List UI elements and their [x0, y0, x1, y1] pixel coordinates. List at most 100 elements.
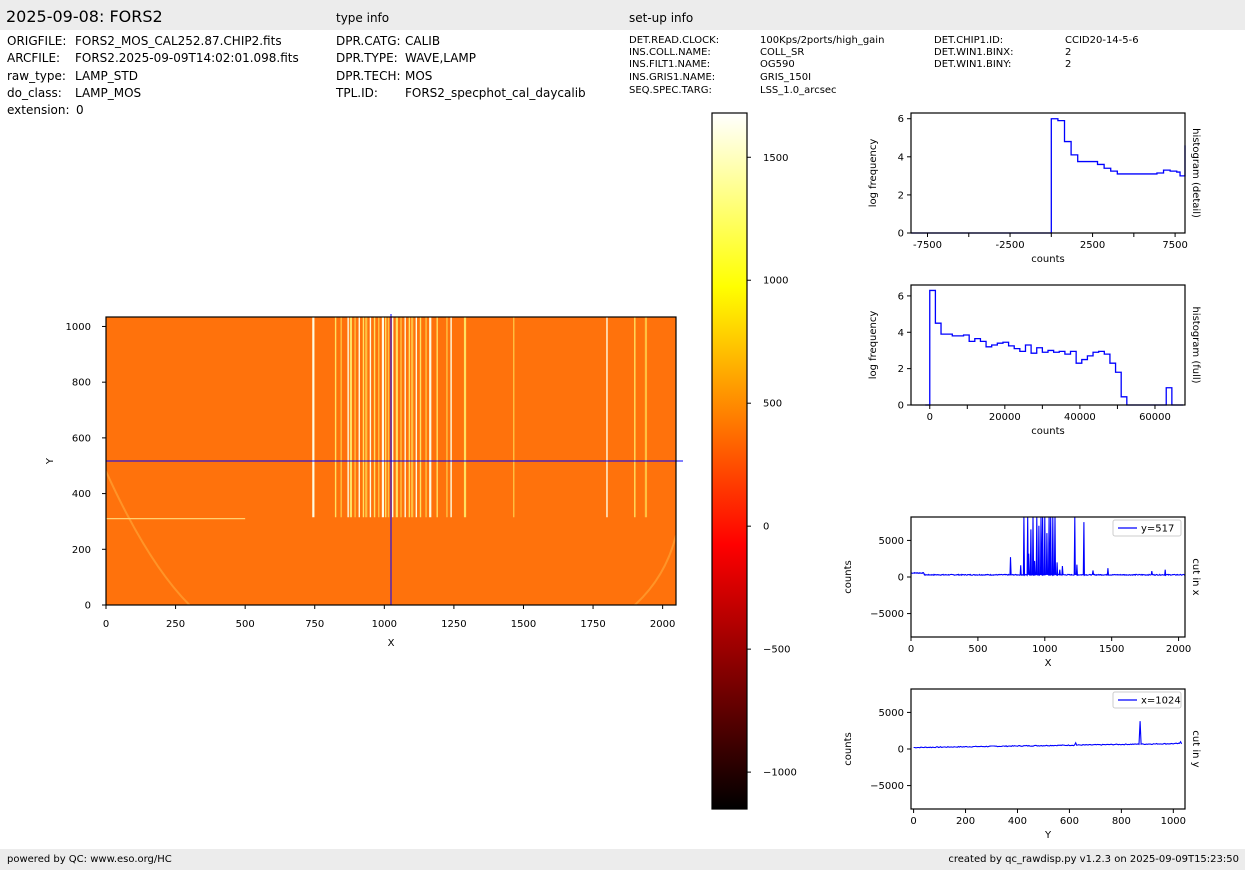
raw-type-key: raw_type: [7, 69, 66, 83]
colorbar-tick-label: 1000 [763, 276, 788, 287]
cut-y-legend-box [1112, 691, 1182, 709]
det-read-clock-value: 100Kps/2ports/high_gain [760, 35, 885, 46]
cut-x-ylabel: counts [843, 560, 854, 593]
image-xtick-label: 500 [236, 619, 255, 630]
cut-y-xtick-label: 0 [910, 816, 916, 827]
hist-full-xtick-label: 20000 [989, 412, 1021, 423]
image-glow [106, 347, 166, 568]
colorbar-tick-label: −500 [763, 645, 790, 656]
image-ytick-label: 200 [72, 545, 91, 556]
cut-y-xtick-label: 1000 [1161, 816, 1186, 827]
image-frame [105, 316, 677, 606]
image-ytick-label: 400 [72, 489, 91, 500]
image-xtick-label: 1250 [441, 619, 466, 630]
hist-detail-ytick-label: 4 [898, 152, 904, 163]
do-class-value: LAMP_MOS [75, 86, 142, 100]
image-xtick-label: 1000 [372, 619, 397, 630]
header-band [0, 0, 1245, 30]
det-chip1-id-value: CCID20-14-5-6 [1065, 35, 1139, 46]
hist-detail-ylabel: log frequency [868, 139, 879, 208]
arcfile-value: FORS2.2025-09-09T14:02:01.098.fits [75, 51, 299, 65]
colorbar-tick-label: −1000 [763, 768, 797, 779]
histogram-full-panel: 0 20000 40000 60000 0 2 4 6 counts log frequency h… [868, 284, 1201, 437]
page-title: 2025-09-08: FORS2 [6, 7, 163, 26]
ins-gris1-name-key: INS.GRIS1.NAME: [629, 72, 716, 83]
hist-detail-side-label: histogram (detail) [1190, 128, 1201, 218]
cut-x-xtick-label: 0 [908, 644, 914, 655]
hist-full-side-label: histogram (full) [1190, 306, 1201, 383]
ins-filt1-name-value: OG590 [760, 59, 795, 70]
hist-detail-frame [910, 112, 1186, 234]
cut-y-side-label: cut in y [1190, 730, 1201, 767]
hist-detail-xtick-label: 2500 [1080, 240, 1105, 251]
tpl-id-key: TPL.ID: [336, 86, 378, 100]
hist-detail-line [911, 118, 1186, 234]
hist-full-line [925, 289, 1184, 406]
colorbar-panel: −1000 −500 0 500 1000 1500 [711, 112, 797, 810]
cut-y-xtick-label: 200 [956, 816, 975, 827]
cut-x-line [911, 517, 1185, 577]
det-win1-binx-key: DET.WIN1.BINX: [934, 47, 1014, 58]
cut-x-xtick-label: 500 [968, 644, 987, 655]
det-win1-biny-value: 2 [1065, 59, 1072, 70]
colorbar-tick-label: 500 [763, 399, 782, 410]
image-ytick-label: 1000 [66, 322, 91, 333]
image-xtick-label: 2000 [650, 619, 675, 630]
det-chip1-id-key: DET.CHIP1.ID: [934, 35, 1004, 46]
origfile-value: FORS2_MOS_CAL252.87.CHIP2.fits [75, 34, 282, 48]
setup-info-heading: set-up info [629, 11, 694, 25]
image-xlabel: X [388, 638, 395, 649]
dpr-catg-value: CALIB [405, 34, 441, 48]
cut-x-ytick-label: 0 [898, 573, 904, 584]
cut-x-xtick-label: 1500 [1099, 644, 1124, 655]
cut-x-xtick-label: 1000 [1032, 644, 1057, 655]
tpl-id-value: FORS2_specphot_cal_daycalib [405, 86, 586, 100]
cut-x-xtick-label: 2000 [1166, 644, 1191, 655]
hist-full-ylabel: log frequency [868, 311, 879, 380]
hist-full-frame [910, 284, 1186, 406]
cut-y-ytick-label: 0 [898, 745, 904, 756]
dpr-tech-value: MOS [405, 69, 433, 83]
hist-full-xlabel: counts [1031, 426, 1064, 437]
image-xtick-label: 1750 [580, 619, 605, 630]
det-win1-binx-value: 2 [1065, 47, 1072, 58]
hist-detail-xtick-label: -2500 [996, 240, 1025, 251]
cut-x-legend-label: y=517 [1141, 524, 1174, 535]
cut-y-line [913, 721, 1183, 749]
cut-y-xtick-label: 600 [1060, 816, 1079, 827]
image-panel: 0 250 500 750 1000 1250 1500 1750 2000 0 200 400 600… [45, 314, 683, 649]
image-xtick-label: 1500 [511, 619, 536, 630]
colorbar-gradient [711, 112, 748, 810]
cut-x-legend-box [1112, 519, 1182, 537]
cut-x-ytick-label: −5000 [870, 609, 904, 620]
seq-spec-targ-value: LSS_1.0_arcsec [760, 85, 837, 96]
histogram-detail-panel: -7500 -2500 2500 7500 0 2 4 6 counts log frequenc… [868, 112, 1201, 265]
hist-full-ytick-label: 6 [898, 291, 904, 302]
image-xtick-label: 750 [305, 619, 324, 630]
cut-y-ytick-label: −5000 [870, 781, 904, 792]
origfile-key: ORIGFILE: [7, 34, 67, 48]
seq-spec-targ-key: SEQ.SPEC.TARG: [629, 85, 712, 96]
cut-x-xlabel: X [1045, 658, 1052, 669]
det-read-clock-key: DET.READ.CLOCK: [629, 35, 720, 46]
image-vignette-right [634, 535, 676, 605]
image-xtick-label: 0 [103, 619, 109, 630]
colorbar-tick-label: 0 [763, 522, 769, 533]
cut-y-ytick-label: 5000 [879, 708, 904, 719]
dpr-type-value: WAVE,LAMP [405, 51, 477, 65]
image-vignette-left [106, 470, 191, 605]
image-xtick-label: 250 [166, 619, 185, 630]
hist-detail-ytick-label: 2 [898, 190, 904, 201]
hist-detail-ytick-label: 0 [898, 229, 904, 240]
image-ylabel: Y [45, 457, 56, 465]
do-class-key: do_class: [7, 86, 62, 100]
colorbar-tick-label: 1500 [763, 153, 788, 164]
extension-key: extension: [7, 103, 70, 117]
cut-y-xtick-label: 800 [1112, 816, 1131, 827]
footer-band [0, 849, 1245, 870]
hist-full-xtick-label: 60000 [1139, 412, 1171, 423]
hist-full-xtick-label: 40000 [1064, 412, 1096, 423]
hist-full-ytick-label: 0 [898, 401, 904, 412]
